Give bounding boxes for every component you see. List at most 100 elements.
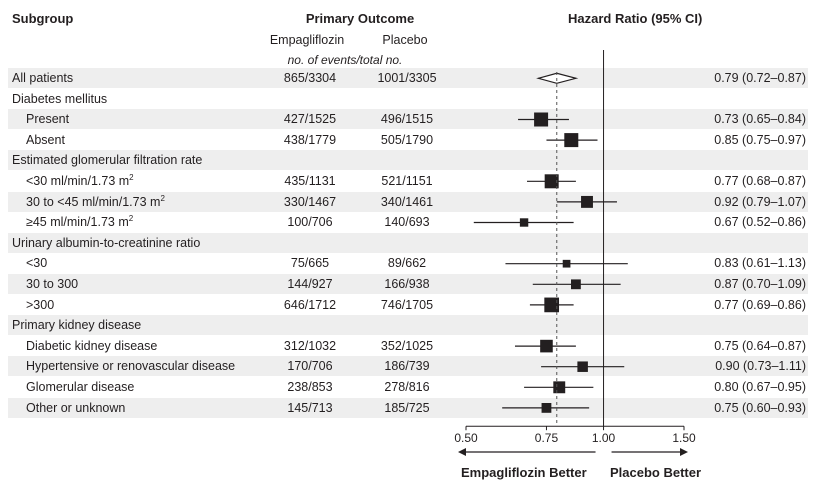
placebo-events: 140/693 (384, 215, 430, 230)
hazard-ratio-point (562, 259, 571, 268)
subgroup-label-text: ≥45 ml/min/1.73 m (26, 215, 129, 230)
hazard-ratio-point (564, 133, 579, 148)
treatment-events: 427/1525 (283, 112, 337, 127)
treatment-events: 312/1032 (283, 338, 337, 353)
row-stripe (8, 191, 808, 212)
subgroup-label-text: All patients (12, 71, 74, 85)
placebo-events: 185/725 (384, 400, 430, 415)
hazard-ratio-ci: 0.85 (0.75–0.97) (714, 132, 806, 147)
hazard-ratio-ci: 0.79 (0.72–0.87) (714, 71, 806, 85)
subgroup-label-text: Diabetic kidney disease (26, 338, 158, 353)
hazard-ratio-ci: 0.92 (0.79–1.07) (714, 194, 806, 209)
hazard-ratio-ci: 0.77 (0.68–0.87) (714, 174, 806, 188)
treatment-events: 145/713 (287, 400, 333, 415)
subgroup-label-text: <30 ml/min/1.73 m (26, 174, 130, 188)
row-stripe (8, 274, 808, 294)
placebo-events: 340/1461 (380, 194, 434, 209)
subgroup-label: <30 ml/min/1.73 m2 (26, 171, 134, 191)
treatment-events: 144/927 (287, 277, 333, 291)
subgroup-label-text: 30 to <45 ml/min/1.73 m (26, 194, 161, 209)
events-note: no. of events/total no. (287, 53, 403, 67)
subgroup-label: Hypertensive or renovascular disease (26, 356, 235, 376)
hazard-ratio-ci: 0.87 (0.70–1.09) (714, 277, 806, 291)
subgroup-label: Glomerular disease (26, 377, 134, 397)
subgroup-label-text: <30 (26, 256, 48, 271)
hazard-ratio-point (540, 339, 553, 353)
x-tick-label: 0.50 (454, 431, 478, 445)
subgroup-label: Diabetic kidney disease (26, 336, 157, 356)
x-tick-label: 1.00 (592, 431, 616, 445)
hazard-ratio-header: Hazard Ratio (95% CI) (568, 11, 703, 26)
treatment-events: 435/1131 (284, 174, 336, 188)
treatment-column-header: Empagliflozin (269, 33, 345, 47)
treatment-events: 100/706 (287, 215, 333, 230)
hazard-ratio-point (544, 174, 559, 189)
superscript: 2 (129, 172, 134, 182)
right-arrowhead (680, 448, 688, 456)
placebo-events: 1001/3305 (377, 71, 437, 85)
subgroup-label-text: Hypertensive or renovascular disease (26, 359, 236, 374)
row-stripe (8, 68, 808, 88)
subgroup-label-text: Diabetes mellitus (12, 91, 108, 106)
primary-outcome-header: Primary Outcome (305, 11, 415, 26)
hazard-ratio-point (571, 279, 581, 290)
placebo-column-header: Placebo (382, 33, 428, 47)
superscript: 2 (128, 214, 134, 224)
subgroup-label: >300 (26, 295, 54, 315)
placebo-better-label: Placebo Better (610, 465, 702, 480)
hazard-ratio-point (541, 403, 552, 413)
treatment-events: 170/706 (287, 359, 333, 374)
hazard-ratio-ci: 0.75 (0.60–0.93) (714, 400, 806, 415)
treatment-events: 438/1779 (283, 132, 337, 147)
x-tick-label: 1.50 (672, 431, 696, 445)
treatment-events: 330/1467 (283, 194, 337, 209)
placebo-events: 521/1151 (381, 174, 433, 188)
treatment-events: 238/853 (287, 380, 333, 394)
subgroup-header-row: Estimated glomerular filtration rate (12, 150, 202, 170)
subgroup-label-text: Other or unknown (26, 400, 126, 415)
subgroup-label-text: 30 to 300 (26, 277, 79, 291)
subgroup-label: ≥45 ml/min/1.73 m2 (26, 212, 133, 232)
left-arrowhead (458, 448, 466, 456)
hazard-ratio-point (544, 297, 560, 313)
hazard-ratio-point (519, 218, 529, 227)
subgroup-label: Present (26, 109, 69, 129)
row-stripe (8, 109, 808, 130)
hazard-ratio-point (553, 381, 566, 394)
hazard-ratio-ci: 0.67 (0.52–0.86) (714, 215, 806, 230)
subgroup-label: <30 (26, 253, 47, 273)
placebo-events: 89/662 (387, 256, 427, 271)
subgroup-label: 30 to 300 (26, 274, 78, 294)
subgroup-label-text: Glomerular disease (26, 380, 135, 394)
row-stripe (8, 397, 808, 418)
subgroup-label-text: Absent (26, 132, 65, 147)
placebo-events: 278/816 (384, 380, 430, 394)
subgroup-header-row: Primary kidney disease (12, 315, 141, 335)
treatment-events: 865/3304 (283, 71, 337, 85)
row-stripe (8, 315, 808, 336)
placebo-events: 186/739 (384, 359, 430, 374)
subgroup-label: 30 to <45 ml/min/1.73 m2 (26, 192, 165, 212)
placebo-events: 496/1515 (380, 112, 434, 127)
hazard-ratio-ci: 0.90 (0.73–1.11) (715, 359, 806, 374)
subgroup-label-text: Urinary albumin-to-creatinine ratio (12, 235, 201, 250)
subgroup-label: Other or unknown (26, 398, 125, 418)
treatment-events: 75/665 (290, 256, 330, 271)
hazard-ratio-ci: 0.83 (0.61–1.13) (714, 256, 806, 271)
subgroup-header-row: Urinary albumin-to-creatinine ratio (12, 233, 200, 253)
subgroup-label-text: Primary kidney disease (12, 318, 142, 333)
x-tick-label: 0.75 (535, 431, 559, 445)
row-stripe (8, 356, 808, 377)
subgroup-label-text: >300 (26, 297, 55, 312)
empagliflozin-better-label: Empagliflozin Better (461, 465, 587, 480)
row-stripe (8, 150, 808, 171)
subgroup-header: Subgroup (12, 11, 74, 26)
superscript: 2 (160, 193, 165, 203)
hazard-ratio-ci: 0.73 (0.65–0.84) (714, 112, 806, 127)
row-stripe (8, 232, 808, 253)
hazard-ratio-point (534, 112, 549, 127)
placebo-events: 505/1790 (380, 132, 434, 147)
subgroup-label: All patients (12, 68, 73, 88)
placebo-events: 166/938 (384, 277, 430, 291)
